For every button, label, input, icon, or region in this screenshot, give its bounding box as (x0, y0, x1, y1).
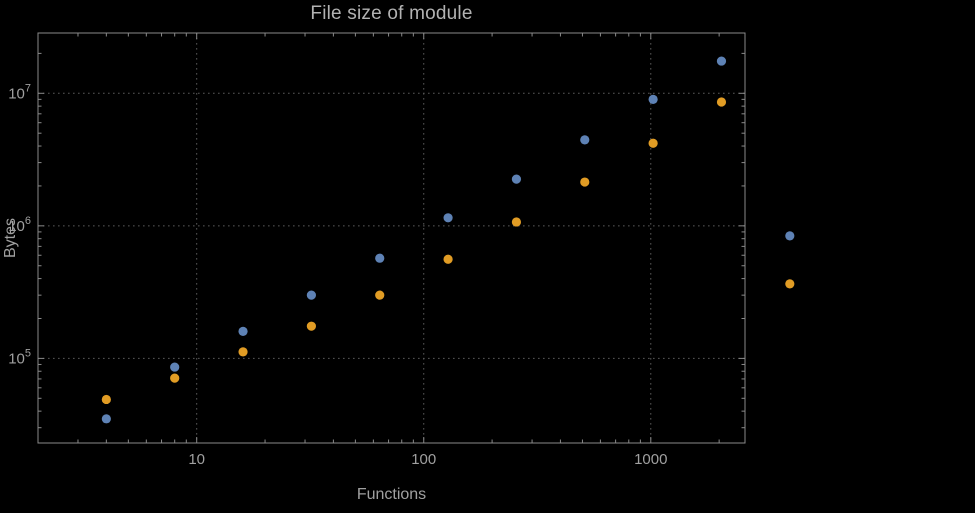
y-tick-label: 106 (8, 215, 31, 235)
data-point-blue (648, 94, 658, 104)
data-point-blue (580, 135, 590, 145)
data-point-blue (511, 174, 522, 184)
data-point-orange (785, 279, 795, 289)
y-tick-label: 107 (8, 82, 31, 102)
data-point-blue (101, 414, 111, 424)
chart-title: File size of module (310, 3, 473, 24)
data-point-blue (716, 56, 727, 66)
x-tick-label: 1000 (634, 451, 667, 468)
data-point-orange (511, 217, 522, 227)
data-point-orange (648, 138, 658, 148)
data-point-orange (375, 290, 385, 300)
data-point-blue (443, 213, 453, 223)
data-point-orange (443, 254, 453, 264)
data-point-orange (101, 394, 111, 405)
x-axis-label: Functions (356, 486, 427, 503)
y-axis-label: Bytes (2, 217, 19, 259)
data-point-blue (785, 231, 795, 241)
data-point-orange (170, 373, 180, 383)
y-tick-label: 105 (8, 347, 31, 367)
x-tick-label: 100 (411, 451, 436, 468)
data-point-orange (238, 347, 248, 357)
data-point-blue (170, 362, 180, 372)
data-point-blue (306, 290, 316, 300)
data-point-orange (306, 321, 316, 331)
data-point-orange (580, 177, 590, 187)
plot-frame (37, 32, 746, 444)
data-point-blue (375, 253, 385, 263)
data-point-orange (716, 97, 727, 107)
x-tick-label: 10 (188, 451, 205, 468)
data-point-blue (238, 326, 248, 336)
